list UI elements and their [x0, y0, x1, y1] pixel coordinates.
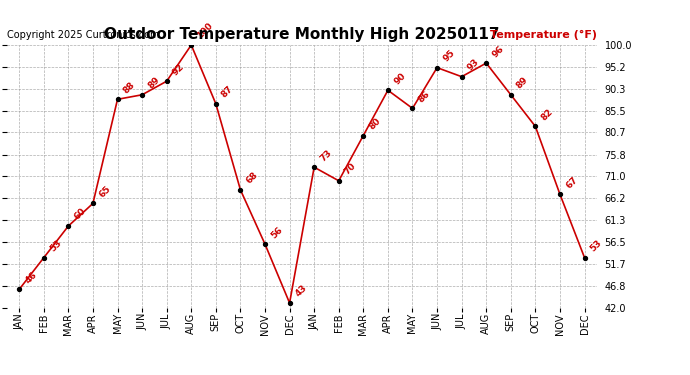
Point	[63, 223, 74, 229]
Text: 88: 88	[121, 80, 137, 95]
Text: 95: 95	[441, 48, 457, 63]
Text: 92: 92	[171, 62, 186, 77]
Point	[161, 78, 172, 84]
Text: 96: 96	[491, 44, 506, 59]
Text: 65: 65	[97, 184, 112, 199]
Text: 86: 86	[417, 89, 432, 104]
Text: 93: 93	[466, 57, 481, 72]
Text: Temperature (°F): Temperature (°F)	[490, 30, 597, 40]
Point	[88, 200, 99, 206]
Point	[505, 92, 516, 98]
Point	[38, 255, 49, 261]
Point	[112, 96, 123, 102]
Text: 46: 46	[23, 270, 39, 285]
Text: 80: 80	[368, 116, 383, 131]
Title: Outdoor Temperature Monthly High 20250117: Outdoor Temperature Monthly High 2025011…	[104, 27, 500, 42]
Point	[235, 187, 246, 193]
Text: 90: 90	[392, 71, 407, 86]
Point	[259, 241, 270, 247]
Point	[284, 300, 295, 306]
Text: 100: 100	[195, 21, 215, 41]
Text: 60: 60	[72, 207, 88, 222]
Point	[308, 164, 319, 170]
Point	[579, 255, 590, 261]
Point	[137, 92, 148, 98]
Text: 70: 70	[343, 161, 358, 177]
Text: 67: 67	[564, 175, 580, 190]
Text: 56: 56	[269, 225, 284, 240]
Point	[456, 74, 467, 80]
Text: 89: 89	[146, 75, 161, 91]
Point	[481, 60, 492, 66]
Text: 89: 89	[515, 75, 531, 91]
Point	[14, 286, 25, 292]
Point	[382, 87, 393, 93]
Text: 68: 68	[244, 171, 260, 186]
Text: 53: 53	[48, 238, 63, 254]
Point	[210, 101, 221, 107]
Point	[431, 64, 442, 70]
Text: 43: 43	[294, 284, 309, 299]
Point	[555, 191, 566, 197]
Text: 87: 87	[220, 84, 235, 100]
Text: 53: 53	[589, 238, 604, 254]
Text: 82: 82	[540, 107, 555, 122]
Point	[530, 123, 541, 129]
Text: 73: 73	[318, 148, 334, 163]
Point	[407, 105, 418, 111]
Point	[358, 132, 369, 138]
Point	[333, 178, 344, 184]
Point	[186, 42, 197, 48]
Text: Copyright 2025 Curtronics.com: Copyright 2025 Curtronics.com	[7, 30, 159, 40]
